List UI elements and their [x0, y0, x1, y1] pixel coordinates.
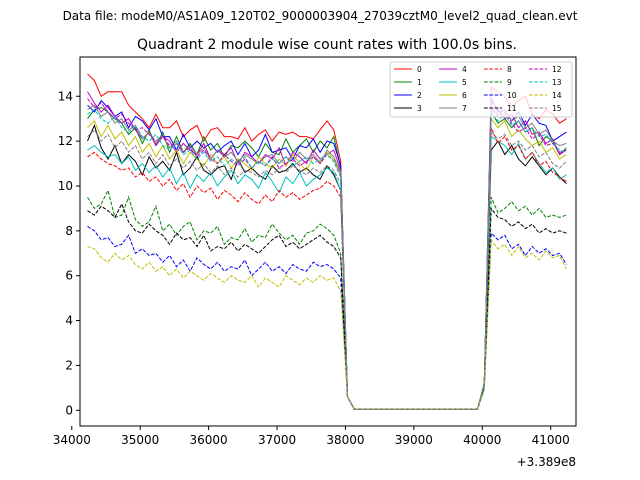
legend-label-9: 9: [507, 78, 512, 87]
y-tick-label: 4: [65, 314, 73, 328]
legend-label-12: 12: [552, 65, 562, 74]
legend-label-0: 0: [417, 65, 422, 74]
legend-box: [389, 61, 573, 118]
x-tick-label: 39000: [395, 433, 433, 447]
chart-title: Quadrant 2 module wise count rates with …: [137, 37, 517, 53]
x-offset-label: +3.389e8: [517, 455, 576, 469]
x-axis: 34000 35000 36000 37000 38000 39000 40000 41000: [53, 426, 570, 447]
legend-label-15: 15: [552, 104, 562, 113]
series-line-9: [87, 189, 567, 410]
y-tick-label: 12: [58, 134, 73, 148]
legend-label-13: 13: [552, 78, 562, 87]
x-tick-label: 34000: [53, 433, 91, 447]
y-tick-label: 2: [65, 358, 73, 372]
plot-area: [87, 73, 567, 410]
legend-label-7: 7: [462, 104, 467, 113]
y-tick-label: 8: [65, 224, 73, 238]
y-tick-label: 10: [58, 179, 73, 193]
y-tick-label: 6: [65, 269, 73, 283]
series-line-10: [87, 225, 567, 410]
axes-frame: [79, 56, 577, 427]
series-line-15: [87, 129, 567, 410]
series-line-14: [87, 238, 567, 410]
legend-label-1: 1: [417, 78, 422, 87]
x-tick-label: 37000: [258, 433, 296, 447]
legend-label-8: 8: [507, 65, 512, 74]
series-line-6: [87, 117, 567, 410]
series-line-8: [87, 127, 567, 410]
x-tick-label: 41000: [532, 433, 570, 447]
x-tick-label: 35000: [121, 433, 159, 447]
legend-label-2: 2: [417, 91, 422, 100]
y-tick-label: 14: [58, 89, 73, 103]
legend-label-10: 10: [507, 91, 517, 100]
series-line-5: [87, 135, 567, 410]
legend-label-5: 5: [462, 78, 467, 87]
chart-suptitle: Data file: modeM0/AS1A09_120T02_90000039…: [63, 9, 578, 23]
legend-label-3: 3: [417, 104, 422, 113]
legend-label-4: 4: [462, 65, 467, 74]
x-tick-label: 40000: [463, 433, 501, 447]
y-tick-label: 0: [65, 403, 73, 417]
legend-label-6: 6: [462, 91, 467, 100]
series-line-11: [87, 202, 567, 410]
legend-label-11: 11: [507, 104, 517, 113]
legend-label-14: 14: [552, 91, 562, 100]
series-line-13: [87, 109, 567, 410]
y-axis: 0 2 4 6 8 10 12 14: [58, 89, 80, 417]
x-tick-label: 36000: [190, 433, 228, 447]
x-tick-label: 38000: [326, 433, 364, 447]
